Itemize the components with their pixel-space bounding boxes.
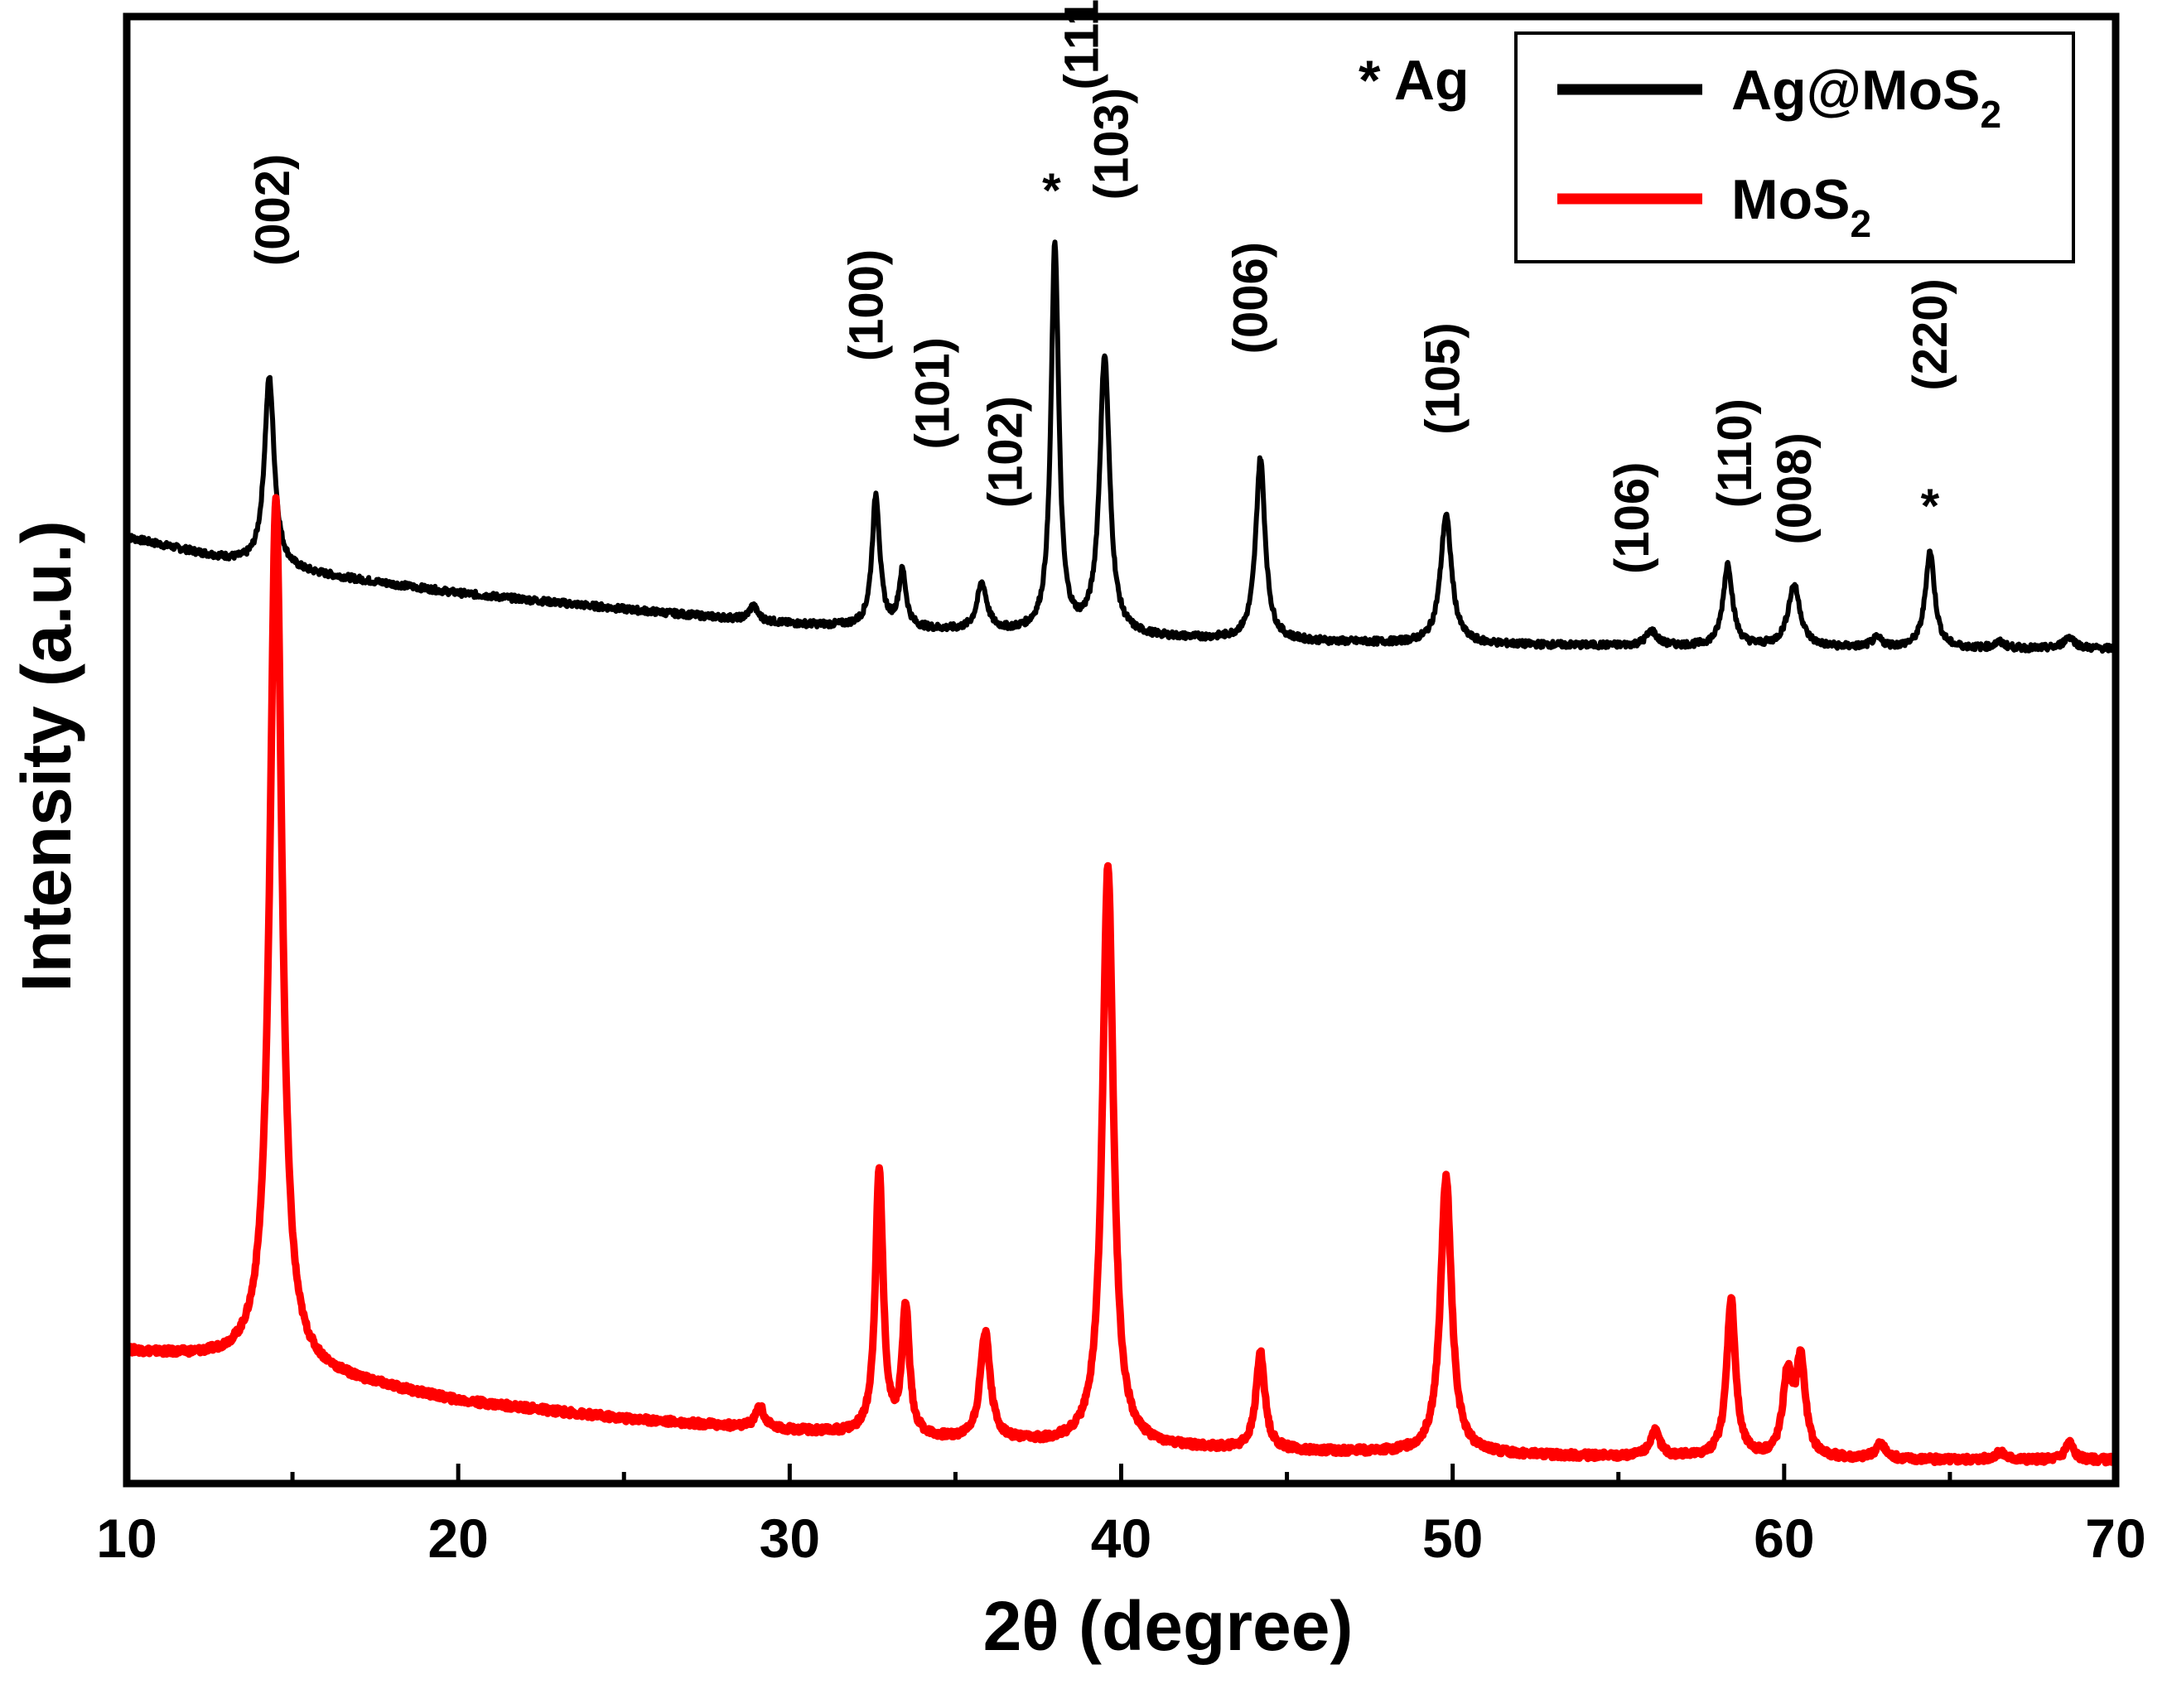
peak-label: (105) — [1417, 322, 1470, 434]
x-tick-label: 40 — [1091, 1508, 1151, 1569]
x-tick-label: 70 — [2085, 1508, 2145, 1569]
peak-label: (008) — [1768, 432, 1822, 544]
y-axis-title: Intensity (a.u.) — [7, 520, 85, 992]
peak-label: (100) — [839, 249, 893, 361]
legend-star-icon: * — [1359, 49, 1394, 112]
legend-label-ag-mos2: Ag@MoS2 — [1731, 59, 2001, 136]
series-line-ag-mos2 — [124, 239, 2118, 654]
ag-marker-star: * — [1042, 164, 1061, 218]
legend-box — [1514, 31, 2075, 263]
x-axis: 10 20 30 40 50 60 70 — [96, 1464, 2146, 1569]
peak-label: (220) — [1904, 278, 1957, 390]
x-axis-title: 2θ (degree) — [983, 1587, 1354, 1665]
peak-annotations: (002)(100)(101)(102)*(111)(103)(006)(105… — [246, 0, 1957, 574]
peak-label: (110) — [1708, 398, 1762, 508]
legend-label-mos2: MoS2 — [1731, 168, 1871, 245]
x-tick-label: 20 — [427, 1508, 488, 1569]
series-line-mos2 — [123, 494, 2120, 1467]
ag-marker-star: * — [1921, 480, 1940, 533]
peak-label: (103) — [1084, 88, 1138, 200]
x-tick-label: 60 — [1754, 1508, 1814, 1569]
peak-label: (101) — [905, 337, 959, 449]
x-tick-label: 10 — [96, 1508, 157, 1569]
legend: * Ag Ag@MoS2 MoS2 — [1359, 31, 2075, 263]
x-tick-label: 50 — [1422, 1508, 1483, 1569]
x-tick-label: 30 — [760, 1508, 820, 1569]
legend-marker-label: * Ag — [1359, 49, 1470, 112]
peak-label: (106) — [1605, 462, 1659, 574]
peak-label: (002) — [246, 154, 300, 266]
peak-label: (102) — [978, 396, 1032, 508]
peak-label: (006) — [1224, 242, 1278, 354]
series-lines — [123, 239, 2120, 1467]
